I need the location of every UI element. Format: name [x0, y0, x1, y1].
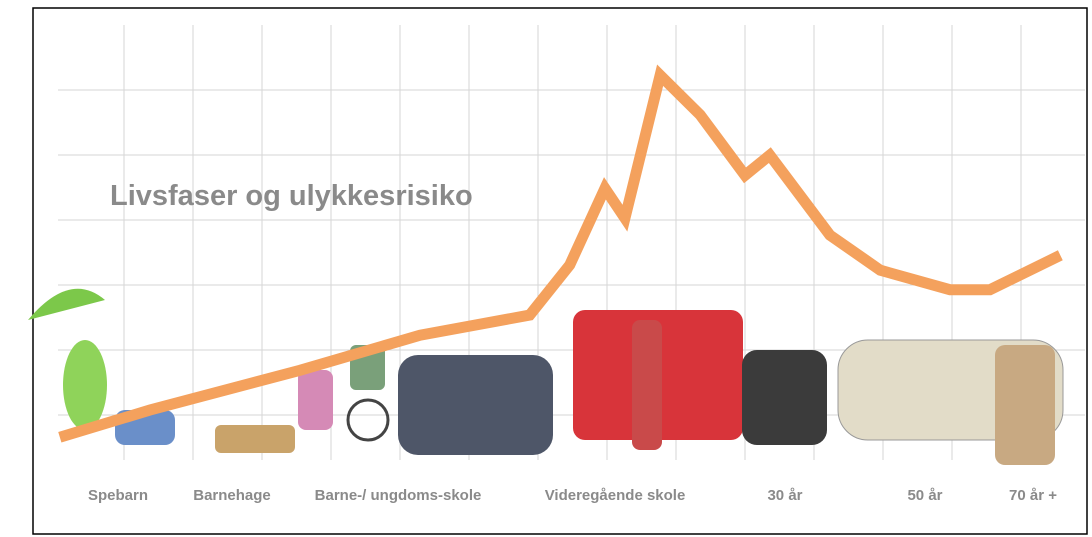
illustrations	[28, 288, 1064, 465]
x-label: Barne-/ ungdoms-skole	[315, 487, 482, 504]
x-label: Spebarn	[88, 487, 148, 504]
x-label: 50 år	[907, 487, 942, 504]
plot	[58, 64, 1063, 443]
x-label: Videregående skole	[545, 487, 686, 504]
x-label: 70 år +	[1009, 487, 1057, 504]
x-labels: Spebarn Barnehage Barne-/ ungdoms-skole Vid…	[88, 487, 1057, 504]
risk-line	[58, 64, 1063, 443]
x-label: 30 år	[767, 487, 802, 504]
chart-title: Livsfaser og ulykkesrisiko	[110, 180, 473, 212]
x-label: Barnehage	[193, 487, 271, 504]
